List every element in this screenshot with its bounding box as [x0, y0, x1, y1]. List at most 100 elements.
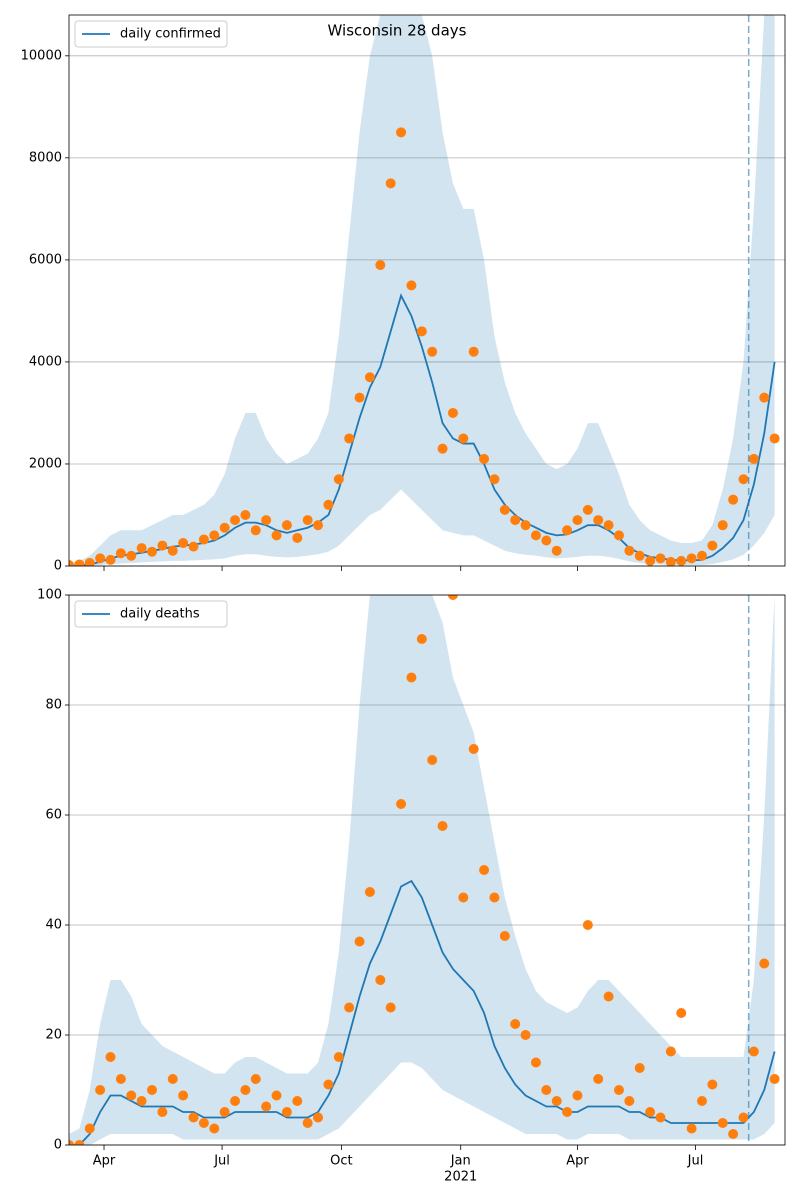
- observed-point: [645, 555, 656, 566]
- observed-point: [271, 1090, 282, 1101]
- observed-point: [95, 1085, 106, 1095]
- observed-point: [572, 1090, 583, 1101]
- observed-point: [271, 530, 282, 541]
- legend-box: [74, 20, 228, 48]
- observed-point: [447, 407, 458, 418]
- observed-point: [748, 453, 759, 464]
- observed-point: [759, 958, 770, 969]
- observed-point: [468, 346, 479, 357]
- observed-point: [489, 892, 500, 903]
- observed-point: [261, 1101, 272, 1112]
- y-tick-label: 60: [45, 808, 62, 823]
- uncertainty-band: [69, 595, 775, 1145]
- observed-point: [458, 892, 469, 903]
- observed-point: [499, 931, 510, 941]
- legend-label: daily confirmed: [120, 27, 221, 42]
- chart-title: Wisconsin 28 days: [328, 22, 467, 40]
- observed-point: [105, 1052, 116, 1062]
- x-tick-label: Apr: [566, 1154, 589, 1169]
- observed-point: [717, 1118, 728, 1128]
- observed-point: [313, 1112, 324, 1123]
- observed-point: [645, 1107, 656, 1117]
- observed-point: [198, 534, 209, 545]
- observed-point: [385, 178, 396, 189]
- observed-point: [115, 548, 126, 559]
- observed-point: [323, 1079, 334, 1090]
- observed-point: [748, 1046, 759, 1057]
- axes-frame: [68, 594, 786, 1146]
- plot-area: [69, 595, 780, 1145]
- observed-point: [281, 1107, 292, 1117]
- observed-point: [738, 474, 749, 485]
- observed-point: [396, 127, 407, 138]
- observed-point: [74, 1140, 85, 1145]
- observed-point: [178, 538, 189, 549]
- x-tick-label: Apr: [93, 1154, 116, 1169]
- y-tick-label: 0: [54, 1138, 62, 1153]
- observed-point: [240, 1085, 251, 1095]
- observed-point: [396, 799, 407, 809]
- y-tick-label: 20: [45, 1028, 62, 1043]
- legend-label: daily deaths: [120, 607, 200, 622]
- x-tick-label: Jan: [450, 1154, 471, 1169]
- observed-point: [676, 555, 687, 566]
- year-label: 2021: [444, 1170, 477, 1185]
- observed-point: [541, 1085, 552, 1095]
- observed-point: [603, 520, 614, 531]
- observed-point: [458, 433, 469, 444]
- observed-point: [738, 1112, 749, 1123]
- observed-point: [447, 595, 458, 600]
- observed-point: [230, 1096, 241, 1106]
- observed-point: [520, 520, 531, 531]
- legend: daily deaths: [74, 600, 228, 628]
- observed-point: [84, 557, 95, 566]
- observed-point: [375, 975, 386, 985]
- x-tick-label: Oct: [330, 1154, 352, 1169]
- observed-point: [157, 540, 168, 551]
- y-tick-label: 0: [54, 559, 62, 574]
- y-tick-label: 8000: [29, 150, 62, 165]
- observed-point: [354, 392, 365, 403]
- y-tick-label: 40: [45, 918, 62, 933]
- observed-point: [437, 443, 448, 454]
- observed-point: [479, 865, 490, 875]
- observed-point: [572, 515, 583, 526]
- observed-point: [84, 1123, 95, 1134]
- y-tick-label: 2000: [29, 456, 62, 471]
- observed-point: [551, 1096, 562, 1106]
- observed-point: [147, 1085, 158, 1095]
- observed-point: [665, 1046, 676, 1057]
- observed-point: [593, 515, 604, 526]
- observed-point: [634, 1063, 645, 1073]
- observed-point: [188, 541, 199, 552]
- observed-point: [665, 556, 676, 566]
- observed-point: [686, 1123, 697, 1134]
- observed-point: [385, 1002, 396, 1013]
- observed-point: [126, 1090, 137, 1101]
- observed-point: [406, 280, 417, 291]
- observed-point: [69, 559, 74, 566]
- observed-point: [759, 392, 770, 403]
- observed-point: [250, 1074, 261, 1084]
- observed-point: [230, 515, 241, 526]
- observed-point: [354, 936, 365, 947]
- axes-frame: [68, 14, 786, 567]
- observed-point: [582, 920, 593, 930]
- observed-point: [613, 530, 624, 541]
- observed-point: [437, 821, 448, 831]
- observed-point: [728, 1129, 739, 1139]
- observed-point: [655, 553, 666, 564]
- observed-point: [520, 1030, 531, 1040]
- observed-point: [167, 1074, 178, 1084]
- observed-point: [167, 545, 178, 556]
- observed-point: [510, 515, 521, 526]
- observed-point: [95, 553, 106, 564]
- observed-point: [613, 1085, 624, 1095]
- observed-point: [74, 559, 85, 566]
- observed-point: [219, 522, 230, 533]
- observed-point: [416, 634, 427, 644]
- observed-point: [69, 1140, 74, 1145]
- observed-point: [292, 532, 303, 543]
- observed-point: [707, 1079, 718, 1090]
- observed-point: [541, 535, 552, 546]
